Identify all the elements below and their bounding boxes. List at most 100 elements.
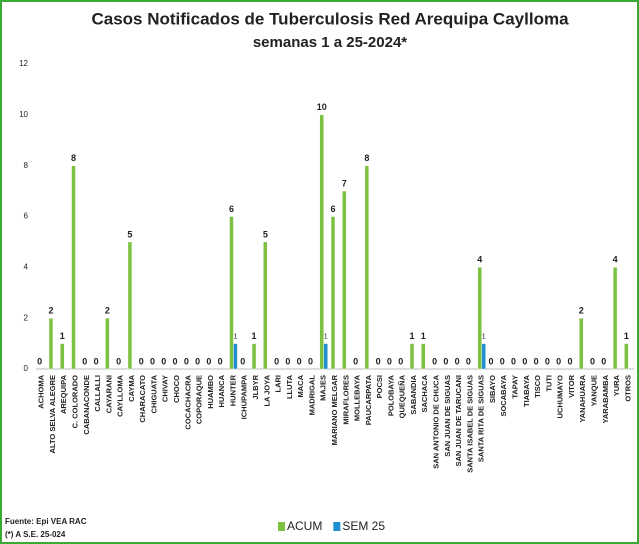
data-label: 5	[263, 229, 268, 239]
x-tick-label: LA JOYA	[262, 374, 271, 406]
x-tick-label: YANAHUARA	[578, 374, 587, 422]
bar	[624, 343, 629, 370]
data-label: 0	[285, 356, 290, 366]
data-label: 0	[590, 356, 595, 366]
x-tick-label: CHIGUATA	[149, 374, 158, 413]
data-label: 1	[482, 333, 486, 340]
data-label: 1	[324, 333, 328, 340]
x-tick-label: SANTA RITA DE SIGUAS	[477, 375, 486, 462]
bar	[71, 165, 76, 370]
x-tick-label: CAYARANI	[104, 375, 113, 413]
bar	[342, 190, 347, 370]
data-label: 0	[567, 356, 572, 366]
data-label: 1	[60, 331, 65, 341]
x-tick-label: CAYMA	[127, 374, 136, 401]
bar	[60, 343, 65, 370]
data-label: 8	[71, 153, 76, 163]
bar	[330, 216, 336, 370]
x-tick-label: SOCABAYA	[499, 374, 508, 416]
data-label: 2	[48, 306, 53, 316]
x-tick-label: ACHOMA	[37, 374, 46, 408]
x-tick-label: HUANCA	[217, 374, 226, 407]
data-label: 0	[534, 356, 539, 366]
data-label: 0	[522, 356, 527, 366]
x-tick-label: CAYLLOMA	[116, 374, 125, 416]
bar	[229, 216, 234, 370]
data-label: 0	[556, 356, 561, 366]
x-tick-label: CHIVAY	[161, 375, 170, 402]
x-tick-label: UCHUMAYO	[556, 375, 565, 419]
x-tick-label: SABANDIA	[409, 374, 418, 414]
y-tick-label: 6	[24, 212, 29, 221]
x-tick-label: CABANACONDE	[82, 375, 91, 435]
data-label: 0	[545, 356, 550, 366]
x-tick-label: MOLLEBAYA	[353, 374, 362, 421]
x-tick-label: MACA	[296, 374, 305, 397]
data-label: 0	[94, 356, 99, 366]
data-label: 0	[308, 356, 313, 366]
data-label: 0	[139, 356, 144, 366]
data-label: 0	[297, 356, 302, 366]
x-tick-label: SAN JUAN DE TARUCANI	[454, 375, 463, 467]
bar	[481, 343, 486, 370]
data-label: 0	[116, 356, 121, 366]
y-tick-label: 4	[24, 262, 29, 271]
data-label: 4	[613, 255, 618, 265]
data-label: 6	[331, 204, 336, 214]
bar	[612, 267, 618, 370]
x-tick-label: AREQUIPA	[59, 374, 68, 414]
data-label: 0	[398, 356, 403, 366]
bar	[323, 343, 328, 370]
data-label: 8	[364, 153, 369, 163]
data-label: 4	[477, 255, 482, 265]
bar	[409, 343, 415, 370]
x-tick-label: YARABAMBA	[601, 374, 610, 423]
x-tick-label: ICHUPAMPA	[240, 374, 249, 419]
data-label: 1	[409, 331, 414, 341]
x-tick-label: TISCO	[533, 375, 542, 398]
data-label: 10	[317, 102, 327, 112]
data-label: 0	[161, 356, 166, 366]
data-label: 0	[206, 356, 211, 366]
x-tick-label: SACHACA	[420, 374, 429, 412]
x-tick-label: OTROS	[623, 375, 632, 402]
data-label: 0	[376, 356, 381, 366]
data-label: 2	[579, 306, 584, 316]
x-tick-label: TIABAYA	[522, 374, 531, 407]
x-tick-label: SANTA ISABEL DE SIGUAS	[465, 375, 474, 473]
bar	[127, 241, 133, 370]
x-tick-label: VITOR	[567, 374, 576, 397]
y-tick-label: 2	[24, 313, 29, 322]
bar	[364, 165, 370, 370]
y-tick-label: 12	[19, 59, 28, 68]
data-label: 0	[195, 356, 200, 366]
x-tick-label: QUEQUEÑA	[398, 374, 407, 418]
legend-swatch	[278, 522, 285, 531]
chart-title: Casos Notificados de Tuberculosis Red Ar…	[91, 9, 569, 28]
x-tick-label: MIRAFLORES	[341, 375, 350, 425]
data-label: 1	[252, 331, 257, 341]
data-label: 0	[511, 356, 516, 366]
x-tick-label: HUAMBO	[206, 375, 215, 409]
data-label: 1	[624, 331, 629, 341]
x-tick-label: MAJES	[319, 375, 328, 401]
data-label: 0	[150, 356, 155, 366]
note: (*) A S.E. 25-024	[5, 530, 66, 539]
bar	[579, 317, 584, 370]
bar	[105, 317, 110, 370]
data-label: 0	[387, 356, 392, 366]
y-tick-label: 8	[24, 161, 29, 170]
x-tick-label: JLBYR	[251, 374, 260, 399]
x-tick-label: COPORAQUE	[195, 375, 204, 424]
legend-label: ACUM	[287, 519, 322, 533]
data-label: 5	[127, 229, 132, 239]
data-label: 0	[466, 356, 471, 366]
chart-subtitle: semanas 1 a 25-2024*	[253, 34, 407, 51]
y-tick-label: 0	[24, 364, 29, 373]
x-tick-label: POCSI	[375, 375, 384, 398]
bar	[477, 267, 482, 370]
data-label: 0	[173, 356, 178, 366]
x-tick-label: COCACHACRA	[183, 374, 192, 429]
